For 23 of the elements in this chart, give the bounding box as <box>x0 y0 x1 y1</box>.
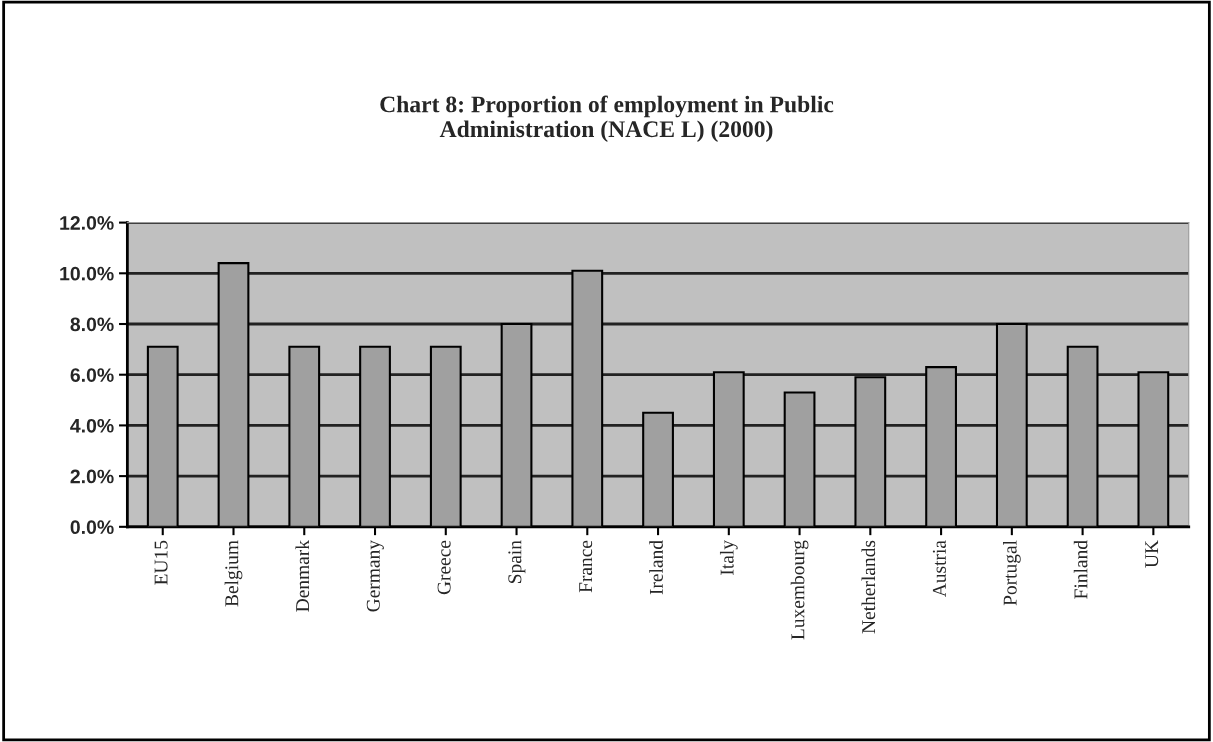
x-tick-label: Spain <box>508 540 526 583</box>
x-tick-label: Luxembourg <box>790 540 809 640</box>
x-tick-label: Ireland <box>649 540 663 595</box>
x-tick-label: Germany <box>366 540 384 612</box>
x-tick-label: Italy <box>719 540 738 575</box>
y-tick-label: 0.0% <box>70 520 114 535</box>
y-tick-label: 12.0% <box>60 216 114 230</box>
x-tick-label: Finland <box>1073 540 1088 599</box>
x-tick-label: Greece <box>437 540 451 595</box>
x-tick-label: Portugal <box>1003 540 1021 606</box>
x-tick-label: Austria <box>932 540 946 598</box>
x-tick-label: EU15 <box>154 540 168 585</box>
chart-title: Chart 8: Proportion of employment in Public Administration (NACE L) (2000) <box>380 95 834 142</box>
y-tick-label: 4.0% <box>70 418 114 433</box>
x-tick-label: Netherlands <box>861 540 876 634</box>
y-tick-label: 8.0% <box>70 317 114 332</box>
y-tick-label: 6.0% <box>70 368 114 382</box>
y-tick-label: 10.0% <box>60 266 114 281</box>
y-tick-label: 2.0% <box>70 469 114 484</box>
x-tick-label: France <box>579 540 593 593</box>
x-tick-label: UK <box>1145 540 1159 568</box>
x-tick-label: Denmark <box>295 540 310 612</box>
x-tick-label: Belgium <box>224 540 243 607</box>
